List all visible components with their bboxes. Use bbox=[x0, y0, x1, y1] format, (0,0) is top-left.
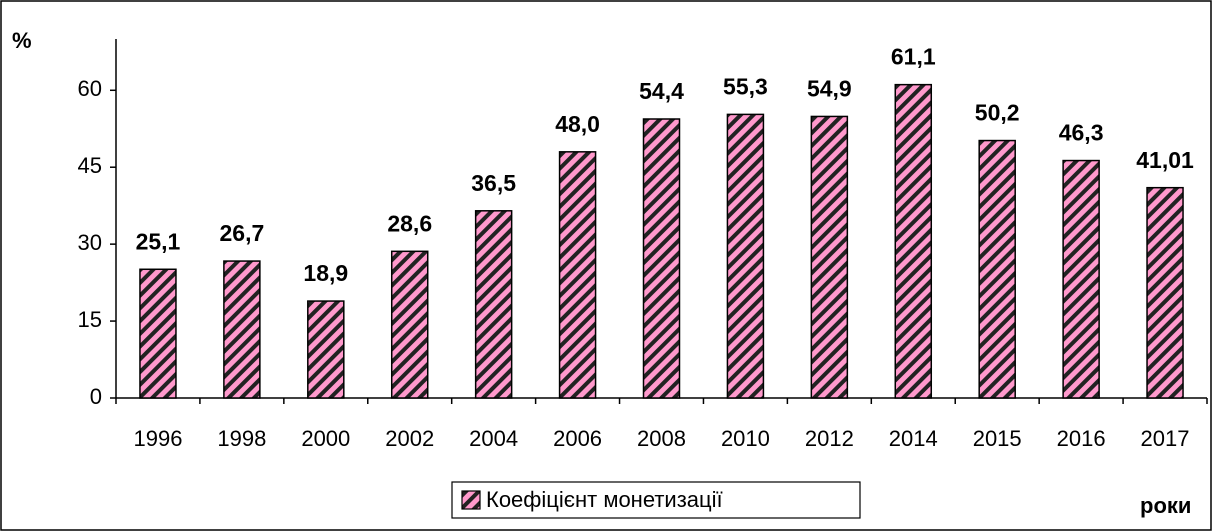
x-axis-label: роки bbox=[1140, 493, 1191, 518]
legend-swatch bbox=[461, 490, 481, 510]
x-tick-label: 2008 bbox=[637, 426, 686, 451]
x-tick-label: 2012 bbox=[805, 426, 854, 451]
bar bbox=[390, 250, 429, 399]
y-axis-label: % bbox=[12, 28, 32, 53]
y-tick-label: 60 bbox=[78, 76, 102, 101]
x-tick-label: 2017 bbox=[1141, 426, 1190, 451]
value-label: 41,01 bbox=[1136, 147, 1194, 173]
legend: Коефіцієнт монетизації bbox=[451, 481, 861, 519]
x-tick-label: 1998 bbox=[217, 426, 266, 451]
x-tick-label: 2015 bbox=[973, 426, 1022, 451]
bar bbox=[1062, 159, 1100, 399]
x-tick-label: 2002 bbox=[385, 426, 434, 451]
bar bbox=[474, 210, 513, 399]
value-label: 18,9 bbox=[303, 260, 348, 286]
x-tick-label: 2004 bbox=[469, 426, 518, 451]
x-tick-label: 2014 bbox=[889, 426, 938, 451]
value-label: 50,2 bbox=[975, 100, 1020, 126]
value-label: 28,6 bbox=[387, 210, 432, 236]
value-label: 36,5 bbox=[471, 170, 516, 196]
value-label: 55,3 bbox=[723, 73, 768, 99]
x-tick-label: 2006 bbox=[553, 426, 602, 451]
bar bbox=[1146, 186, 1184, 399]
value-label: 48,0 bbox=[555, 111, 600, 137]
value-label: 26,7 bbox=[220, 220, 265, 246]
bar bbox=[726, 113, 765, 399]
bar bbox=[307, 300, 345, 399]
y-tick-label: 30 bbox=[78, 230, 102, 255]
value-label: 54,4 bbox=[639, 78, 684, 104]
bar bbox=[978, 139, 1016, 399]
y-tick-label: 15 bbox=[78, 307, 102, 332]
y-tick-label: 0 bbox=[90, 384, 102, 409]
value-label: 54,9 bbox=[807, 76, 852, 102]
bar bbox=[558, 151, 597, 399]
bar bbox=[810, 115, 849, 399]
x-tick-label: 2016 bbox=[1057, 426, 1106, 451]
value-label: 46,3 bbox=[1059, 120, 1104, 146]
bar bbox=[223, 260, 261, 399]
y-tick-label: 45 bbox=[78, 153, 102, 178]
bar bbox=[139, 268, 177, 399]
x-tick-label: 1996 bbox=[133, 426, 182, 451]
value-label: 25,1 bbox=[136, 228, 181, 254]
x-tick-label: 2000 bbox=[301, 426, 350, 451]
bar bbox=[894, 83, 933, 399]
bar bbox=[642, 118, 681, 399]
legend-label: Коефіцієнт монетизації bbox=[486, 487, 723, 512]
x-tick-label: 2010 bbox=[721, 426, 770, 451]
value-label: 61,1 bbox=[891, 44, 936, 70]
legend-box bbox=[451, 481, 861, 519]
